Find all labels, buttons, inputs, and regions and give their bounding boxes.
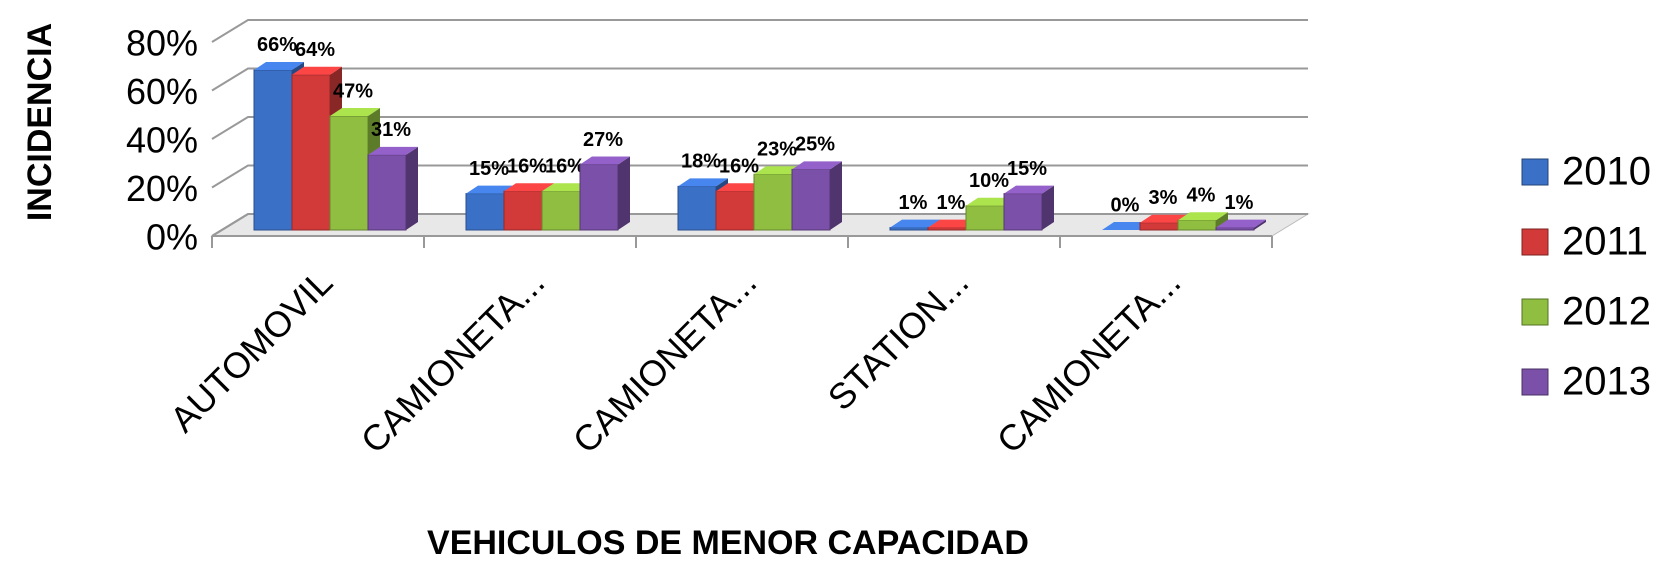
bar [503,190,543,231]
bar-top [1178,212,1228,221]
legend-label: 2010 [1562,150,1651,194]
bar [541,190,581,231]
value-label: 10% [969,170,1009,192]
value-label: 15% [469,158,509,180]
bar-top [580,156,630,165]
value-label: 66% [257,34,297,56]
bar-side [830,161,842,230]
y-tick-label: 80% [126,23,198,64]
bar-top [678,178,728,187]
value-label: 25% [795,134,835,156]
x-tick-label: CAMIONETA... [989,261,1189,461]
bar [253,69,293,231]
grid-line [211,19,1308,43]
bar [791,168,831,231]
bar [1003,193,1043,231]
bar [927,227,967,231]
value-label: 1% [937,192,966,214]
grid-line [211,116,1308,140]
bar-top [292,66,342,75]
value-label: 3% [1149,187,1178,209]
value-label: 31% [371,119,411,141]
value-label: 64% [295,39,335,61]
y-tick-label: 60% [126,71,198,112]
value-label: 16% [507,155,547,177]
bar [291,74,331,231]
legend-swatch [1521,158,1549,186]
value-label: 23% [757,139,797,161]
bar-top [254,61,304,70]
value-label: 27% [583,129,623,151]
bar [889,227,929,231]
legend-label: 2013 [1562,360,1651,404]
legend-swatch [1521,368,1549,396]
bar [1139,222,1179,231]
grid-line [211,164,1308,189]
grid-line [211,67,1308,92]
y-axis-title: INCIDENCIA [21,23,59,221]
x-tick-label: AUTOMOVIL [162,261,340,439]
y-tick-label: 20% [126,168,198,209]
value-label: 1% [899,192,928,214]
bar-side [406,146,418,230]
value-label: 47% [333,80,373,102]
bar [965,205,1005,231]
bar-side [1254,219,1266,230]
bar [715,190,755,231]
bar-top [1004,185,1054,194]
value-label: 1% [1225,192,1254,214]
x-tick-label: CAMIONETA... [353,261,553,461]
bar [579,164,619,231]
x-tick-label: CAMIONETA... [565,261,765,461]
bar-top [368,146,418,155]
bar [1215,227,1255,231]
bar-top [890,219,940,228]
x-axis-title: VEHICULOS DE MENOR CAPACIDAD [427,524,1029,562]
value-label: 18% [681,151,721,173]
legend-swatch [1521,228,1549,256]
bar [465,193,505,231]
bar [367,154,407,231]
bar-side [1042,185,1054,230]
y-tick-label: 0% [146,217,198,258]
value-label: 16% [719,155,759,177]
value-label: 4% [1187,185,1216,207]
bar-top [330,108,380,117]
y-tick-label: 40% [126,120,198,161]
value-label: 0% [1111,194,1140,216]
x-tick-label: STATION... [820,261,977,418]
bar-top [504,183,554,192]
bar [1177,219,1217,231]
bar [329,115,369,231]
legend-swatch [1521,298,1549,326]
bar-top [792,161,842,170]
value-label: 15% [1007,158,1047,180]
bar-top [1216,219,1266,228]
bar-side [618,156,630,230]
bar [753,173,793,231]
grid-line [211,213,1308,237]
legend-label: 2012 [1562,290,1651,334]
legend-label: 2011 [1562,220,1648,264]
bar [677,185,717,231]
value-label: 16% [545,155,585,177]
